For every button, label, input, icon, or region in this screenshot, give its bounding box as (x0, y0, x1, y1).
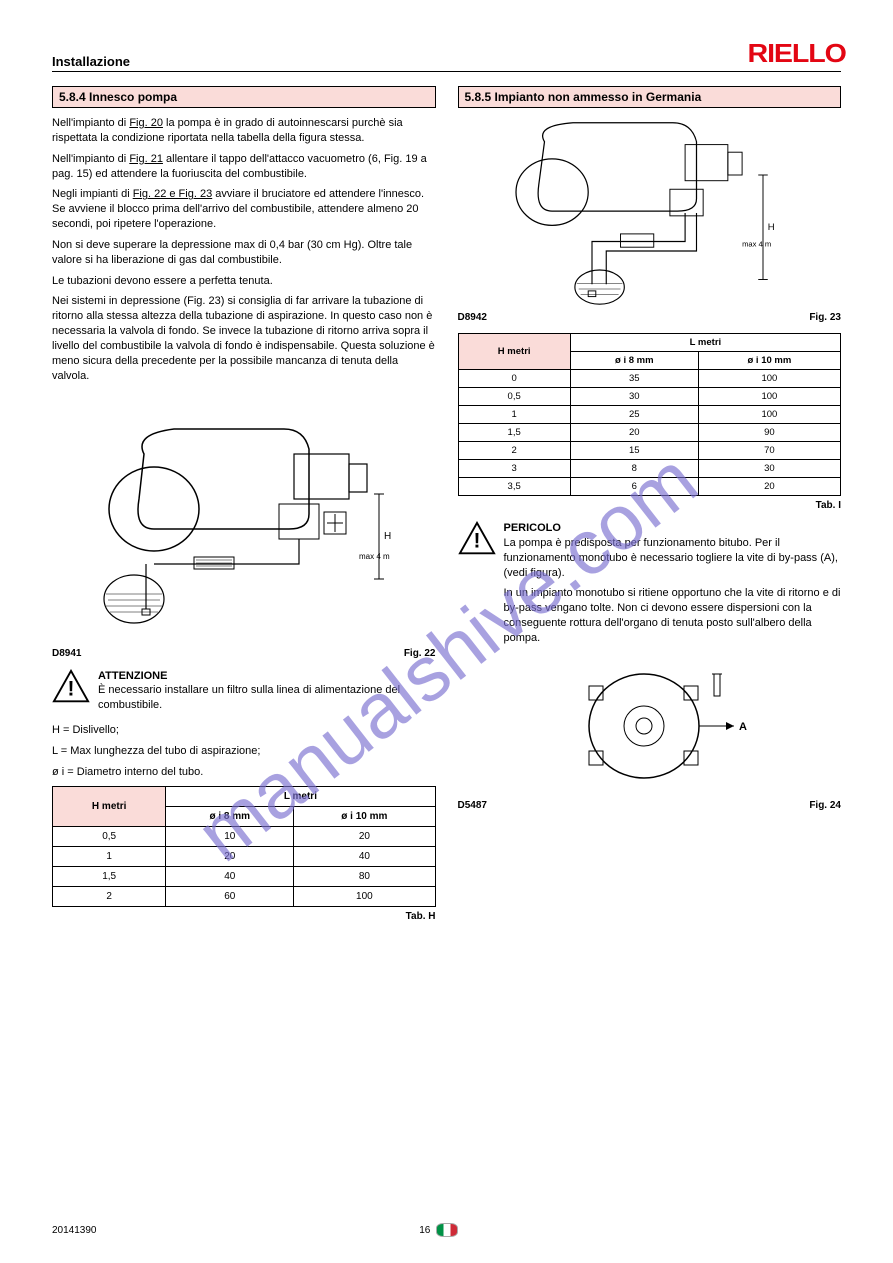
svg-text:!: ! (473, 530, 480, 553)
table-row: 3,5620 (458, 478, 841, 496)
th-10mm: ø i 10 mm (294, 806, 435, 826)
table-row: 260100 (53, 886, 436, 906)
left-column: 5.8.4 Innesco pompa Nell'impianto di Fig… (52, 76, 436, 922)
figure-24: A D5487 Fig. 24 (458, 656, 842, 811)
warning-danger: ! PERICOLO La pompa è predisposta per fu… (458, 521, 842, 646)
legend-l: L = Max lunghezza del tubo di aspirazion… (52, 744, 436, 759)
ti-head-l: L metri (570, 334, 840, 352)
svg-text:max 4 m: max 4 m (742, 239, 771, 248)
danger-triangle-icon: ! (458, 521, 496, 555)
warn2-title: PERICOLO (504, 521, 842, 536)
warning-attention: ! ATTENZIONE È necessario installare un … (52, 669, 436, 714)
p3-fig-ref: Fig. 22 e Fig. 23 (133, 188, 213, 200)
table-row: 035100 (458, 370, 841, 388)
legend-h: H = Dislivello; (52, 723, 436, 738)
footer-page-num: 16 (419, 1225, 430, 1236)
warn1-title: ATTENZIONE (98, 669, 436, 684)
burner-diagram-fig23: H max 4 m (489, 118, 809, 308)
pump-detail-fig24: A (549, 656, 749, 796)
warning-triangle-icon: ! (52, 669, 90, 703)
paragraph-5: Le tubazioni devono essere a perfetta te… (52, 274, 436, 289)
table-row: 0,51020 (53, 826, 436, 846)
header-section-title: Installazione (52, 54, 130, 69)
legend-id: ø i = Diametro interno del tubo. (52, 765, 436, 780)
figure-22: H max 4 m (52, 394, 436, 659)
th-l: L metri (166, 786, 435, 806)
p2-part-a: Nell'impianto di (52, 153, 129, 165)
svg-text:A: A (739, 721, 747, 733)
page-header: Installazione RIELLO (52, 38, 841, 72)
fig22-label: Fig. 22 (404, 648, 436, 659)
fig23-label: Fig. 23 (809, 312, 841, 323)
tab-i-label: Tab. I (458, 500, 842, 511)
fig22-code: D8941 (52, 648, 81, 659)
table-row: 125100 (458, 406, 841, 424)
svg-text:!: ! (68, 677, 75, 700)
table-row: 12040 (53, 846, 436, 866)
section-5-8-4-header: 5.8.4 Innesco pompa (52, 86, 436, 108)
right-column: 5.8.5 Impianto non ammesso in Germania H… (458, 76, 842, 922)
svg-text:max 4 m: max 4 m (359, 552, 390, 561)
paragraph-6: Nei sistemi in depressione (Fig. 23) si … (52, 294, 436, 383)
table-row: 1,54080 (53, 866, 436, 886)
fig24-label: Fig. 24 (809, 800, 841, 811)
burner-diagram-fig22: H max 4 m (84, 394, 404, 644)
tab-h-label: Tab. H (52, 911, 436, 922)
fig23-code: D8942 (458, 312, 487, 323)
warn2-text: La pompa è predisposta per funzionamento… (504, 536, 842, 581)
figure-23: H max 4 m D8942 Fig. 23 (458, 118, 842, 323)
paragraph-3: Negli impianti di Fig. 22 e Fig. 23 avvi… (52, 187, 436, 232)
paragraph-4: Non si deve superare la depressione max … (52, 238, 436, 268)
brand-logo: RIELLO (747, 38, 845, 69)
p1-part-a: Nell'impianto di (52, 117, 129, 129)
table-h: H metri L metri ø i 8 mm ø i 10 mm 0,510… (52, 786, 436, 907)
svg-text:H: H (384, 531, 391, 542)
th-8mm: ø i 8 mm (166, 806, 294, 826)
section-5-8-5-header: 5.8.5 Impianto non ammesso in Germania (458, 86, 842, 108)
ti-8mm: ø i 8 mm (570, 352, 698, 370)
p3-part-a: Negli impianti di (52, 188, 133, 200)
p2-fig-ref: Fig. 21 (129, 153, 163, 165)
paragraph-2: Nell'impianto di Fig. 21 allentare il ta… (52, 152, 436, 182)
page-footer: 20141390 16 (0, 1223, 893, 1237)
ti-10mm: ø i 10 mm (698, 352, 840, 370)
fig24-code: D5487 (458, 800, 487, 811)
warn1-text: È necessario installare un filtro sulla … (98, 683, 436, 713)
warn3-text: In un impianto monotubo si ritiene oppor… (504, 586, 842, 645)
p1-fig-ref: Fig. 20 (129, 117, 163, 129)
svg-text:H: H (768, 222, 775, 233)
footer-doc-code: 20141390 (52, 1225, 97, 1236)
th-h: H metri (53, 786, 166, 826)
table-row: 1,52090 (458, 424, 841, 442)
table-row: 21570 (458, 442, 841, 460)
italian-flag-icon (436, 1223, 458, 1237)
ti-head-h: H metri (458, 334, 570, 370)
table-row: 0,530100 (458, 388, 841, 406)
paragraph-1: Nell'impianto di Fig. 20 la pompa è in g… (52, 116, 436, 146)
table-row: 3830 (458, 460, 841, 478)
table-i: H metri L metri ø i 8 mm ø i 10 mm 03510… (458, 333, 842, 496)
